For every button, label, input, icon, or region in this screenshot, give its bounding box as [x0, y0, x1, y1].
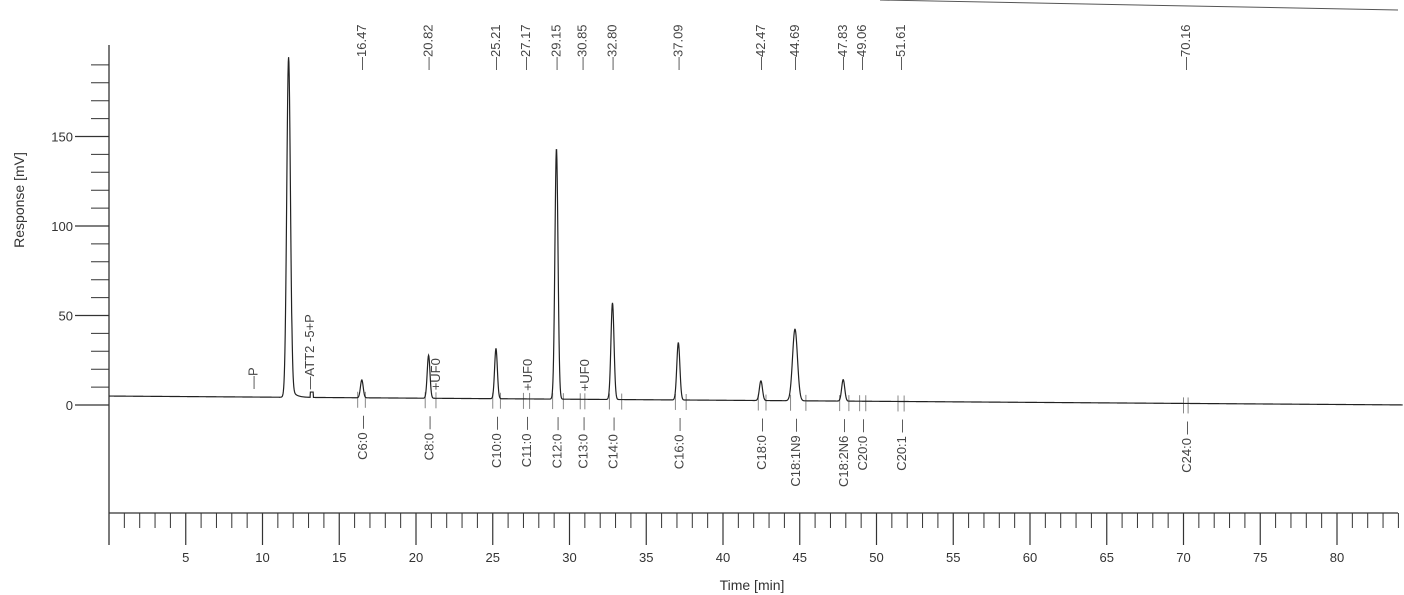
compound-label: C11:0 — [519, 417, 534, 467]
peak-annotation-label: —P [245, 367, 260, 389]
retention-time-label: —37.09 [670, 24, 685, 70]
x-tick-label: 45 [793, 550, 807, 565]
compound-label: C18:1N9 — [788, 419, 803, 487]
y-tick-label: 150 [51, 130, 73, 145]
x-axis-label: Time [min] [720, 577, 785, 593]
x-tick-label: 65 [1100, 550, 1114, 565]
y-tick-label: 100 [51, 219, 73, 234]
x-tick-label: 40 [716, 550, 730, 565]
compound-label: C18:2N6 — [836, 419, 851, 487]
peak-annotation-label: +UF0 [428, 358, 443, 390]
retention-time-label: —44.69 [787, 24, 802, 70]
x-tick-label: 20 [409, 550, 423, 565]
compound-label: C20:1 — [894, 419, 909, 470]
chromatogram-trace [109, 57, 1403, 406]
x-tick-label: 60 [1023, 550, 1037, 565]
compound-label: C12:0 — [549, 417, 564, 468]
peak-annotation-label: —ATT2 -5+P [302, 314, 317, 389]
compound-labels: C6:0 — C8:0 — C10:0 — C11:0 — C12:0 — C13:0 —… [355, 416, 1194, 487]
compound-label: C20:0 — [855, 419, 870, 470]
retention-time-label: —70.16 [1178, 24, 1193, 70]
compound-label: C6:0 — [355, 416, 370, 460]
y-tick-label: 0 [66, 398, 73, 413]
compound-label: C24:0 — [1179, 421, 1194, 472]
compound-label: C16:0 — [671, 418, 686, 469]
x-tick-label: 30 [562, 550, 576, 565]
compound-label: C14:0 — [605, 418, 620, 469]
retention-time-annotations: —16.47 —20.82 —25.21 —27.17 —29.15 —30.85 —32.… [354, 24, 1193, 70]
retention-time-label: —20.82 [421, 24, 436, 70]
retention-time-label: —27.17 [518, 24, 533, 70]
x-tick-label: 35 [639, 550, 653, 565]
x-tick-label: 80 [1330, 550, 1344, 565]
x-tick-label: 70 [1176, 550, 1190, 565]
retention-time-label: —16.47 [354, 24, 369, 70]
x-tick-label: 50 [869, 550, 883, 565]
x-tick-label: 10 [255, 550, 269, 565]
x-tick-label: 15 [332, 550, 346, 565]
retention-time-label: —51.61 [893, 24, 908, 70]
y-axis-label: Response [mV] [11, 152, 27, 248]
x-axis-minor-ticks [123, 513, 1399, 528]
retention-time-label: —30.85 [575, 24, 590, 70]
compound-label: C13:0 — [576, 417, 591, 468]
y-tick-label: 50 [59, 309, 73, 324]
compound-label: C8:0 — [422, 416, 437, 460]
retention-time-label: —29.15 [548, 24, 563, 70]
retention-time-label: —25.21 [488, 24, 503, 70]
peak-annotation-label: +UF0 [520, 359, 535, 391]
compound-label: C10:0 — [489, 417, 504, 468]
x-tick-label: 25 [486, 550, 500, 565]
retention-time-label: —49.06 [854, 24, 869, 70]
x-tick-label: 5 [182, 550, 189, 565]
y-axis-minor-ticks [91, 64, 109, 388]
peak-annotation-label: +UF0 [577, 359, 592, 391]
x-axis-major-ticks: 5 10 15 20 25 30 35 40 45 50 55 60 65 70 75 80 [182, 513, 1344, 565]
compound-label: C18:0 — [754, 419, 769, 470]
retention-time-label: —42.47 [753, 24, 768, 70]
x-tick-label: 75 [1253, 550, 1267, 565]
x-tick-label: 55 [946, 550, 960, 565]
retention-time-label: —47.83 [835, 24, 850, 70]
retention-time-label: —32.80 [604, 24, 619, 70]
y-axis-major-ticks: 0 50 100 150 [51, 130, 109, 413]
peak-annotations: —P —ATT2 -5+P +UF0 +UF0 +UF0 [245, 314, 592, 391]
top-border-line [879, 0, 1399, 11]
